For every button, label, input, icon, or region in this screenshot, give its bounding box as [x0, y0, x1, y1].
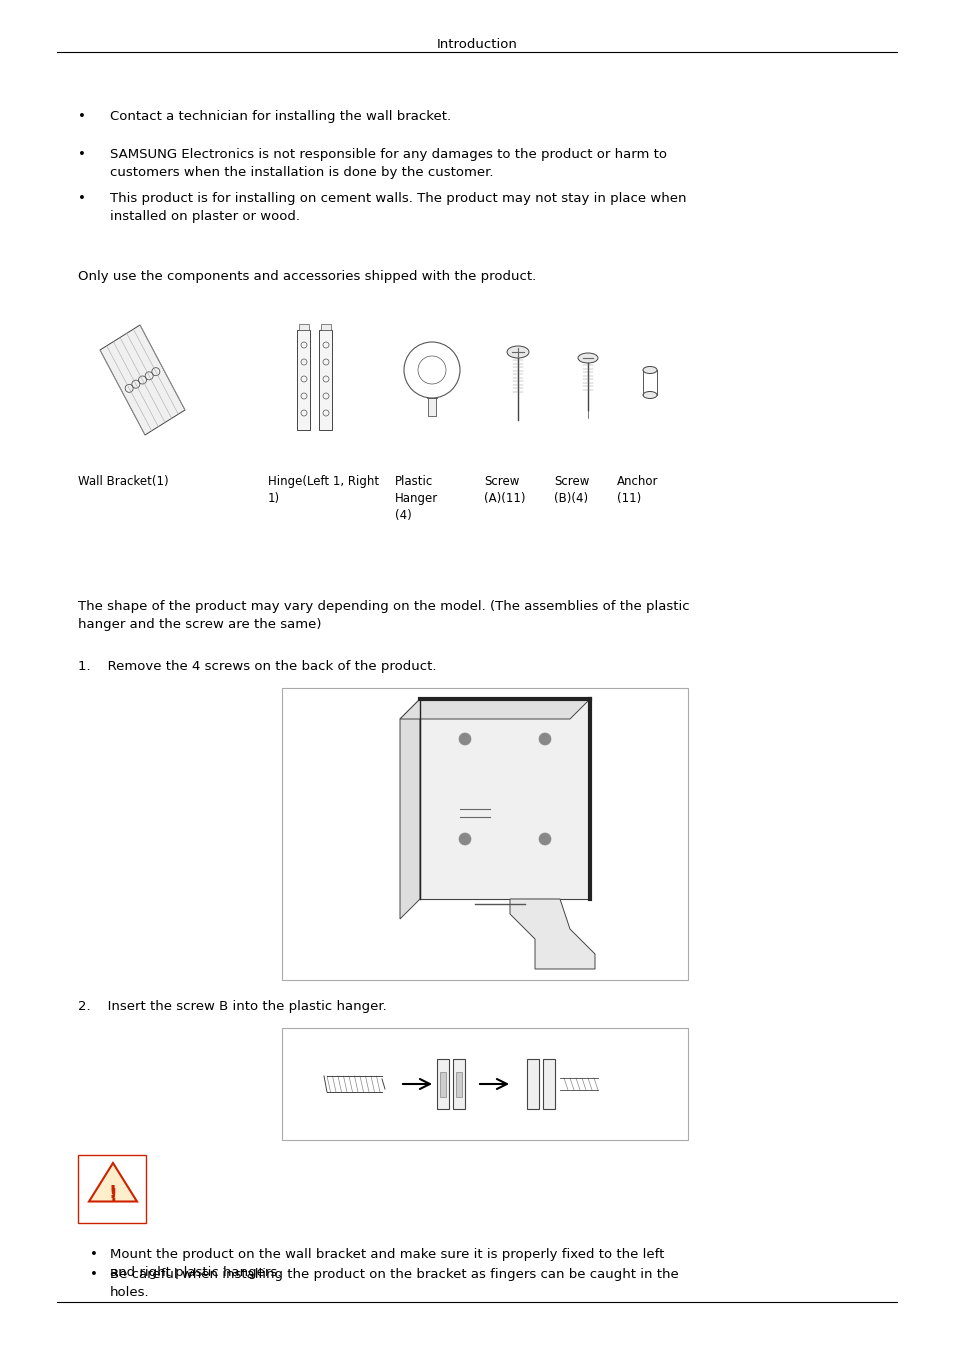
- Text: Wall Bracket(1): Wall Bracket(1): [78, 475, 169, 487]
- Bar: [439, 1072, 446, 1096]
- Polygon shape: [419, 699, 589, 899]
- Polygon shape: [399, 699, 419, 919]
- Bar: [428, 398, 436, 416]
- Bar: [320, 324, 331, 329]
- Polygon shape: [510, 899, 595, 969]
- Ellipse shape: [578, 352, 598, 363]
- Text: Screw
(B)(4): Screw (B)(4): [554, 475, 589, 505]
- Circle shape: [538, 733, 551, 745]
- Circle shape: [538, 833, 551, 845]
- Text: Contact a technician for installing the wall bracket.: Contact a technician for installing the …: [110, 109, 451, 123]
- Bar: [298, 324, 309, 329]
- Text: The shape of the product may vary depending on the model. (The assemblies of the: The shape of the product may vary depend…: [78, 599, 689, 630]
- Text: Screw
(A)(11): Screw (A)(11): [483, 475, 525, 505]
- Bar: [456, 1072, 461, 1096]
- Circle shape: [458, 733, 471, 745]
- Text: 1.    Remove the 4 screws on the back of the product.: 1. Remove the 4 screws on the back of th…: [78, 660, 436, 674]
- Bar: [526, 1058, 538, 1108]
- Text: •: •: [90, 1247, 98, 1261]
- Polygon shape: [100, 325, 185, 435]
- Text: •: •: [78, 109, 86, 123]
- Bar: [297, 329, 310, 431]
- Text: SAMSUNG Electronics is not responsible for any damages to the product or harm to: SAMSUNG Electronics is not responsible f…: [110, 148, 666, 180]
- Bar: [282, 1027, 687, 1139]
- Text: !: !: [109, 1187, 116, 1206]
- Text: •: •: [78, 148, 86, 161]
- Text: Plastic
Hanger
(4): Plastic Hanger (4): [395, 475, 437, 522]
- Bar: [282, 688, 687, 980]
- Text: This product is for installing on cement walls. The product may not stay in plac: This product is for installing on cement…: [110, 192, 686, 223]
- Text: Only use the components and accessories shipped with the product.: Only use the components and accessories …: [78, 270, 536, 284]
- Text: Anchor
(11): Anchor (11): [617, 475, 658, 505]
- Text: •: •: [78, 192, 86, 205]
- Text: Be careful when installing the product on the bracket as fingers can be caught i: Be careful when installing the product o…: [110, 1268, 678, 1299]
- Text: Mount the product on the wall bracket and make sure it is properly fixed to the : Mount the product on the wall bracket an…: [110, 1247, 663, 1278]
- Polygon shape: [89, 1162, 137, 1202]
- Ellipse shape: [642, 366, 657, 374]
- Text: •: •: [90, 1268, 98, 1281]
- Bar: [542, 1058, 555, 1108]
- Bar: [453, 1058, 464, 1108]
- Bar: [78, 1156, 146, 1223]
- Polygon shape: [399, 699, 589, 720]
- Bar: [319, 329, 333, 431]
- Text: Introduction: Introduction: [436, 38, 517, 51]
- Circle shape: [458, 833, 471, 845]
- Text: 2.    Insert the screw B into the plastic hanger.: 2. Insert the screw B into the plastic h…: [78, 1000, 386, 1012]
- Ellipse shape: [506, 346, 529, 358]
- Polygon shape: [87, 1158, 139, 1203]
- Ellipse shape: [642, 392, 657, 398]
- Text: !: !: [109, 1184, 117, 1202]
- Bar: [436, 1058, 449, 1108]
- Text: Hinge(Left 1, Right
1): Hinge(Left 1, Right 1): [268, 475, 378, 505]
